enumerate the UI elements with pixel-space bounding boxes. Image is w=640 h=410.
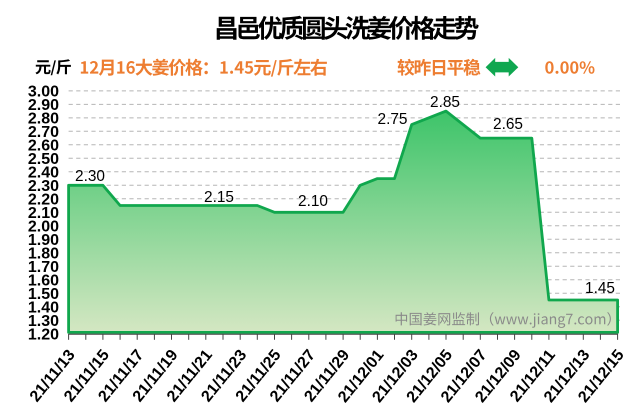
svg-text:1.80: 1.80: [28, 245, 59, 262]
svg-text:1.60: 1.60: [28, 272, 59, 289]
svg-text:2.60: 2.60: [28, 137, 59, 154]
svg-text:2.10: 2.10: [28, 205, 59, 222]
svg-text:1.50: 1.50: [28, 286, 59, 303]
svg-text:1.70: 1.70: [28, 259, 59, 276]
svg-text:2.85: 2.85: [430, 94, 460, 111]
svg-text:2.90: 2.90: [28, 97, 59, 114]
svg-text:2.65: 2.65: [493, 116, 523, 133]
svg-text:2.10: 2.10: [298, 193, 328, 210]
svg-text:2.80: 2.80: [28, 111, 59, 128]
svg-text:1.30: 1.30: [28, 313, 59, 330]
svg-text:2.75: 2.75: [378, 111, 408, 128]
svg-text:1.90: 1.90: [28, 232, 59, 249]
svg-text:2.20: 2.20: [28, 191, 59, 208]
svg-text:3.00: 3.00: [28, 84, 59, 101]
svg-text:2.15: 2.15: [204, 189, 234, 206]
svg-text:2.00: 2.00: [28, 218, 59, 235]
svg-text:2.30: 2.30: [75, 168, 105, 185]
svg-text:1.20: 1.20: [28, 326, 59, 343]
svg-text:2.50: 2.50: [28, 151, 59, 168]
svg-text:2.40: 2.40: [28, 164, 59, 181]
svg-text:1.45: 1.45: [585, 280, 615, 297]
svg-text:1.40: 1.40: [28, 299, 59, 316]
svg-text:2.70: 2.70: [28, 124, 59, 141]
svg-text:2.30: 2.30: [28, 178, 59, 195]
